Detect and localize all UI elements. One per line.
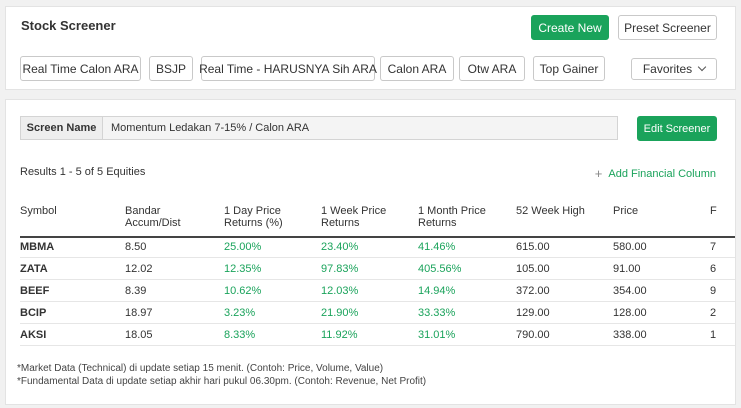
cell-52-week-high: 372.00 <box>516 285 550 297</box>
cell-1-day-return: 8.33% <box>224 329 256 341</box>
cell-extra: 2 <box>710 307 717 319</box>
cell-1-week-return: 21.90% <box>321 307 359 319</box>
cell-1-day-return: 3.23% <box>224 307 256 319</box>
cell-1-week-return: 23.40% <box>321 241 359 253</box>
column-header-symbol[interactable]: Symbol <box>20 205 57 217</box>
cell-extra: 6 <box>710 263 717 275</box>
cell-symbol[interactable]: BCIP <box>20 307 47 319</box>
cell-1-week-return: 11.92% <box>321 329 358 341</box>
table-row[interactable]: BCIP 18.97 3.23% 21.90% 33.33% 129.00 12… <box>20 303 735 324</box>
cell-1-month-return: 33.33% <box>418 307 456 319</box>
cell-1-month-return: 14.94% <box>418 285 456 297</box>
cell-extra: 9 <box>710 285 717 297</box>
column-header-1-week-returns[interactable]: 1 Week Price Returns <box>321 205 387 229</box>
page-title: Stock Screener <box>21 18 116 33</box>
table-row[interactable]: MBMA 8.50 25.00% 23.40% 41.46% 615.00 58… <box>20 237 735 258</box>
preset-screener-button[interactable]: Preset Screener <box>618 15 717 40</box>
table-row[interactable]: AKSI 18.05 8.33% 11.92% 31.01% 790.00 33… <box>20 325 735 346</box>
cell-bandar: 12.02 <box>125 263 153 275</box>
cell-1-week-return: 97.83% <box>321 263 359 275</box>
cell-price: 91.00 <box>613 263 641 275</box>
table-header-divider <box>20 236 735 238</box>
cell-bandar: 18.97 <box>125 307 153 319</box>
preset-chip-real-time-calon-ara[interactable]: Real Time Calon ARA <box>20 56 141 81</box>
table-row[interactable]: ZATA 12.02 12.35% 97.83% 405.56% 105.00 … <box>20 259 735 280</box>
preset-chip-otw-ara[interactable]: Otw ARA <box>459 56 525 81</box>
create-new-button[interactable]: Create New <box>531 15 609 40</box>
screen-name-field: Screen Name Momentum Ledakan 7-15% / Cal… <box>20 116 618 140</box>
cell-price: 338.00 <box>613 329 647 341</box>
screener-header-card: Stock Screener Create New Preset Screene… <box>5 6 736 90</box>
cell-price: 128.00 <box>613 307 647 319</box>
column-header-1-day-returns[interactable]: 1 Day Price Returns (%) <box>224 205 283 229</box>
cell-symbol[interactable]: BEEF <box>20 285 50 297</box>
cell-symbol[interactable]: MBMA <box>20 241 55 253</box>
footnote-market-data: *Market Data (Technical) di update setia… <box>17 363 384 374</box>
column-header-1-month-returns[interactable]: 1 Month Price Returns <box>418 205 486 229</box>
screen-name-value: Momentum Ledakan 7-15% / Calon ARA <box>103 117 617 139</box>
column-header-extra[interactable]: F <box>710 205 717 217</box>
cell-1-month-return: 41.46% <box>418 241 456 253</box>
preset-chip-top-gainer[interactable]: Top Gainer <box>533 56 605 81</box>
edit-screener-button[interactable]: Edit Screener <box>637 116 717 141</box>
cell-52-week-high: 105.00 <box>516 263 550 275</box>
cell-price: 580.00 <box>613 241 647 253</box>
add-financial-column-link[interactable]: + Add Financial Column <box>595 166 716 181</box>
table-row[interactable]: BEEF 8.39 10.62% 12.03% 14.94% 372.00 35… <box>20 281 735 302</box>
cell-price: 354.00 <box>613 285 647 297</box>
cell-bandar: 8.50 <box>125 241 147 253</box>
cell-symbol[interactable]: AKSI <box>20 329 47 341</box>
screen-name-label: Screen Name <box>21 117 103 139</box>
preset-chip-calon-ara[interactable]: Calon ARA <box>380 56 454 81</box>
preset-chip-harusnya-sih-ara[interactable]: Real Time - HARUSNYA Sih ARA <box>199 56 377 81</box>
column-header-bandar[interactable]: Bandar Accum/Dist <box>125 205 181 229</box>
cell-1-month-return: 31.01% <box>418 329 456 341</box>
cell-extra: 7 <box>710 241 717 253</box>
footnote-fundamental-data: *Fundamental Data di update setiap akhir… <box>17 376 427 387</box>
chevron-down-icon <box>697 62 707 72</box>
cell-52-week-high: 129.00 <box>516 307 550 319</box>
cell-bandar: 18.05 <box>125 329 153 341</box>
cell-symbol[interactable]: ZATA <box>20 263 48 275</box>
favorites-label: Favorites <box>642 62 693 76</box>
preset-chip-bsjp[interactable]: BSJP <box>149 56 193 81</box>
cell-1-day-return: 12.35% <box>224 263 262 275</box>
column-header-price[interactable]: Price <box>613 205 639 217</box>
column-header-52-week-high[interactable]: 52 Week High <box>516 205 585 217</box>
cell-52-week-high: 790.00 <box>516 329 550 341</box>
cell-bandar: 8.39 <box>125 285 147 297</box>
screener-results-card: Screen Name Momentum Ledakan 7-15% / Cal… <box>5 99 736 405</box>
cell-1-day-return: 10.62% <box>224 285 262 297</box>
favorites-dropdown[interactable]: Favorites <box>631 58 717 80</box>
plus-icon: + <box>594 166 603 181</box>
results-count: Results 1 - 5 of 5 Equities <box>20 166 146 178</box>
cell-1-month-return: 405.56% <box>418 263 462 275</box>
cell-1-day-return: 25.00% <box>224 241 262 253</box>
cell-1-week-return: 12.03% <box>321 285 359 297</box>
cell-extra: 1 <box>710 329 717 341</box>
add-financial-column-label: Add Financial Column <box>608 167 716 180</box>
cell-52-week-high: 615.00 <box>516 241 550 253</box>
